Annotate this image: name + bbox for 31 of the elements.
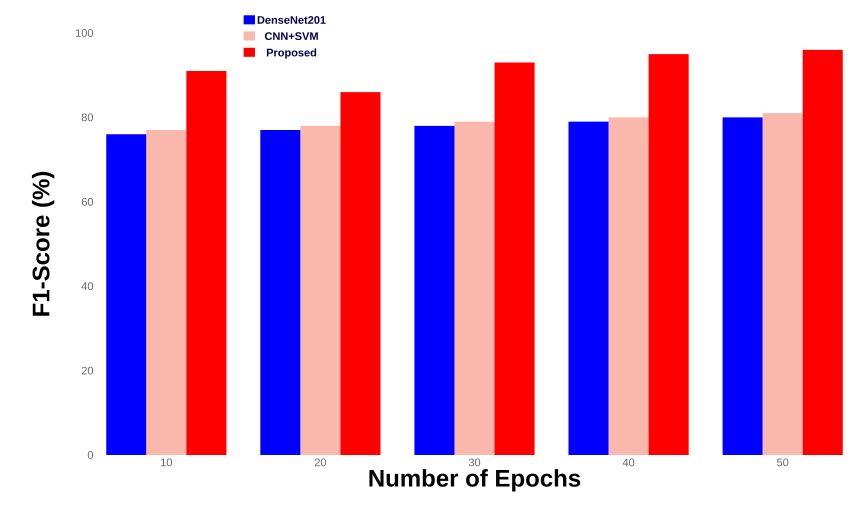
bar — [186, 70, 226, 455]
bar — [568, 122, 609, 455]
y-tick-label: 100 — [76, 29, 94, 37]
bar — [146, 130, 186, 455]
bar — [260, 130, 300, 455]
y-axis-title: F1-Score (%) — [32, 172, 54, 316]
legend-label: CNN+SVM — [264, 32, 318, 40]
bar — [762, 113, 803, 455]
y-tick-label: 0 — [88, 451, 94, 459]
bar — [722, 117, 763, 455]
legend-label: DenseNet201 — [258, 16, 326, 24]
y-tick-label: 60 — [82, 198, 94, 206]
bar — [494, 62, 535, 455]
y-tick-label: 20 — [82, 366, 94, 374]
bar — [414, 126, 454, 455]
bar — [648, 54, 689, 455]
y-tick-label: 80 — [82, 113, 94, 122]
y-tick-label: 40 — [81, 282, 94, 290]
bar — [802, 50, 843, 455]
x-tick-label: 30 — [468, 458, 480, 466]
x-tick-label: 20 — [314, 458, 326, 466]
bar — [106, 134, 146, 455]
legend-label: Proposed — [266, 48, 316, 59]
x-axis-title: Number of Epochs — [369, 469, 580, 492]
x-tick-label: 50 — [776, 458, 788, 466]
bar — [608, 117, 649, 455]
x-tick-label: 10 — [161, 458, 172, 466]
bar — [300, 126, 340, 455]
bar — [340, 92, 381, 455]
bar — [454, 122, 495, 455]
x-tick-label: 40 — [622, 458, 634, 466]
